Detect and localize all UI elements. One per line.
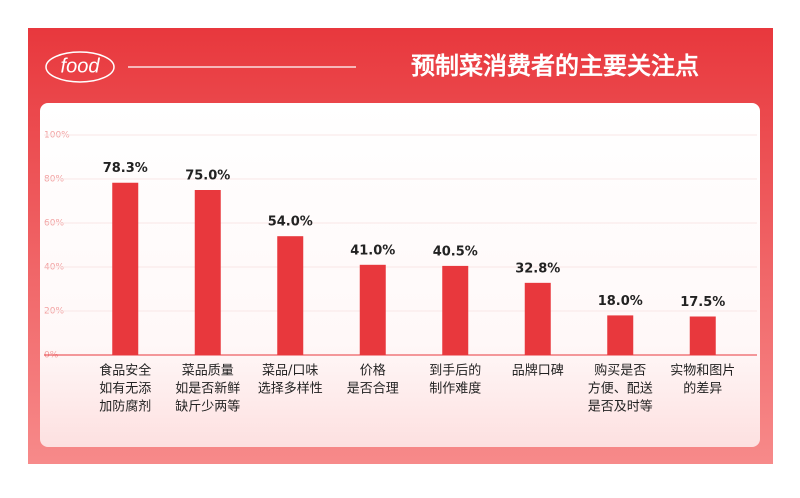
x-tick-label: 的差异 [683,381,722,397]
bar [194,190,221,355]
value-label: 18.0% [598,294,643,309]
x-tick-label: 如是否新鲜 [175,381,240,397]
value-label: 75.0% [185,169,230,184]
x-tick-label: 方便、配送 [588,381,653,397]
value-label: 78.3% [103,161,148,176]
x-tick-label: 制作难度 [429,381,481,397]
x-tick-label: 缺斤少两等 [175,399,240,415]
value-label: 41.0% [350,243,395,258]
value-label: 40.5% [433,244,478,259]
x-tick-label: 到手后的 [429,363,481,379]
x-tick-label: 实物和图片 [670,364,735,379]
logo-ring [45,51,115,83]
x-tick-label: 选择多样性 [258,381,323,397]
bar [689,316,716,355]
x-tick-label: 是否合理 [347,382,399,397]
logo: food [61,55,101,77]
x-tick-label: 价格 [360,363,386,379]
x-tick-label: 菜品/口味 [262,364,318,379]
x-tick-label: 是否及时等 [588,399,653,415]
card [40,103,760,447]
bar [524,282,551,355]
x-tick-label: 购买是否 [594,363,646,379]
bar [442,265,469,355]
value-label: 17.5% [680,295,725,310]
x-tick-label: 如有无添 [99,381,151,397]
bar [277,236,304,355]
x-tick-label: 菜品质量 [182,364,234,379]
bar [607,315,634,355]
bar [112,182,139,355]
x-tick-label: 食品安全 [99,363,151,379]
x-tick-label: 品牌口碑 [512,363,564,379]
bar [359,264,386,355]
value-label: 32.8% [515,261,560,276]
chart-title: 预制菜消费者的主要关注点 [411,52,699,80]
value-label: 54.0% [268,215,313,230]
x-tick-label: 加防腐剂 [99,399,151,415]
